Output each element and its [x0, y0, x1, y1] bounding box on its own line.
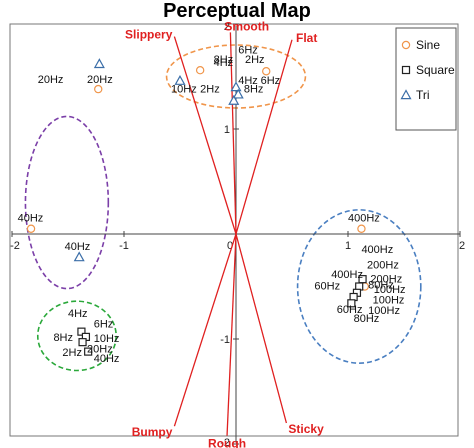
tri-point: [73, 251, 85, 262]
point-label: 400Hz: [361, 244, 393, 256]
tri-point: [174, 74, 186, 85]
point-label: 6Hz: [261, 75, 281, 87]
point-label: 10Hz: [94, 333, 120, 345]
vector-label: Sticky: [288, 422, 324, 436]
tri-point: [230, 81, 242, 92]
point-label: 60Hz: [314, 281, 340, 293]
y-tick-label: -2: [220, 437, 230, 448]
legend-square-label: Square: [416, 63, 455, 77]
legend-tri-marker: [400, 89, 412, 100]
point-label: 2Hz: [200, 83, 220, 95]
attribute-vector: [235, 39, 293, 235]
point-label: 2Hz: [62, 347, 82, 359]
point-label: 40Hz: [94, 353, 120, 365]
point-label: 4Hz: [238, 75, 258, 87]
point-label: 400Hz: [348, 212, 380, 224]
vector-label: Bumpy: [132, 425, 173, 439]
vector-label: Slippery: [125, 28, 173, 42]
point-label: 8Hz: [53, 332, 73, 344]
x-tick-label: 0: [227, 240, 233, 252]
point-label: 2Hz: [245, 54, 265, 66]
point-label: 8Hz: [214, 54, 234, 66]
point-label: 40Hz: [18, 212, 44, 224]
y-tick-label: 1: [224, 124, 230, 136]
point-label: 4Hz: [68, 308, 88, 320]
x-tick-label: 1: [345, 240, 351, 252]
point-label: 6Hz: [94, 318, 114, 330]
legend: Sine Square Tri: [395, 27, 457, 131]
attribute-vector: [173, 36, 237, 235]
point-label: 40Hz: [65, 241, 91, 253]
square-point: [84, 347, 93, 356]
point-label: 100Hz: [368, 305, 400, 317]
x-tick-label: 2: [459, 240, 465, 252]
y-tick-label: -1: [220, 334, 230, 346]
x-tick-label: -1: [119, 240, 129, 252]
attribute-vector: [229, 32, 237, 235]
point-group: [26, 58, 369, 356]
point-label: 100Hz: [373, 294, 405, 306]
point-label: 8Hz: [244, 83, 264, 95]
sine-point: [262, 67, 271, 76]
square-point: [358, 275, 367, 284]
attribute-vector: [235, 233, 288, 424]
point-label: 60Hz: [337, 304, 363, 316]
square-point: [78, 338, 87, 347]
cluster-ellipse: [24, 115, 110, 290]
point-label: 200Hz: [370, 273, 402, 285]
tri-point: [232, 88, 244, 99]
tri-point: [228, 94, 240, 105]
point-label: 20Hz: [87, 74, 113, 86]
sine-point: [94, 84, 103, 94]
vector-label: Rough: [208, 437, 246, 448]
vector-group: Slippery Smooth Flat Bumpy Rough Sticky: [125, 19, 324, 448]
y-tick-label: 2: [224, 21, 230, 33]
sine-point: [26, 224, 36, 233]
vector-label: Flat: [296, 31, 317, 45]
sine-point: [357, 224, 366, 233]
point-label: 6Hz: [238, 44, 258, 56]
chart-title: Perceptual Map: [163, 0, 311, 22]
legend-tri-label: Tri: [416, 88, 430, 102]
legend-sine-marker: [401, 40, 411, 50]
square-point: [77, 327, 86, 336]
point-label: 200Hz: [367, 260, 399, 272]
cluster-ellipse: [296, 209, 422, 364]
legend-sine-label: Sine: [416, 38, 440, 52]
point-label: 100Hz: [374, 284, 406, 296]
attribute-vector: [173, 233, 237, 427]
x-tick-label: -2: [10, 240, 20, 252]
legend-square-marker: [401, 65, 411, 75]
point-label: 10Hz: [171, 83, 197, 95]
point-label: 20Hz: [87, 344, 113, 356]
point-label: 80Hz: [368, 280, 394, 292]
cluster-ellipse: [36, 300, 117, 372]
sine-point: [195, 65, 205, 75]
square-point: [347, 299, 356, 308]
point-label: 80Hz: [354, 313, 380, 325]
point-label: 4Hz: [214, 57, 234, 69]
vector-label: Smooth: [224, 19, 269, 33]
point-label: 20Hz: [38, 74, 64, 86]
point-label: 400Hz: [331, 269, 363, 281]
tri-point: [93, 58, 105, 69]
attribute-vector: [226, 233, 237, 436]
